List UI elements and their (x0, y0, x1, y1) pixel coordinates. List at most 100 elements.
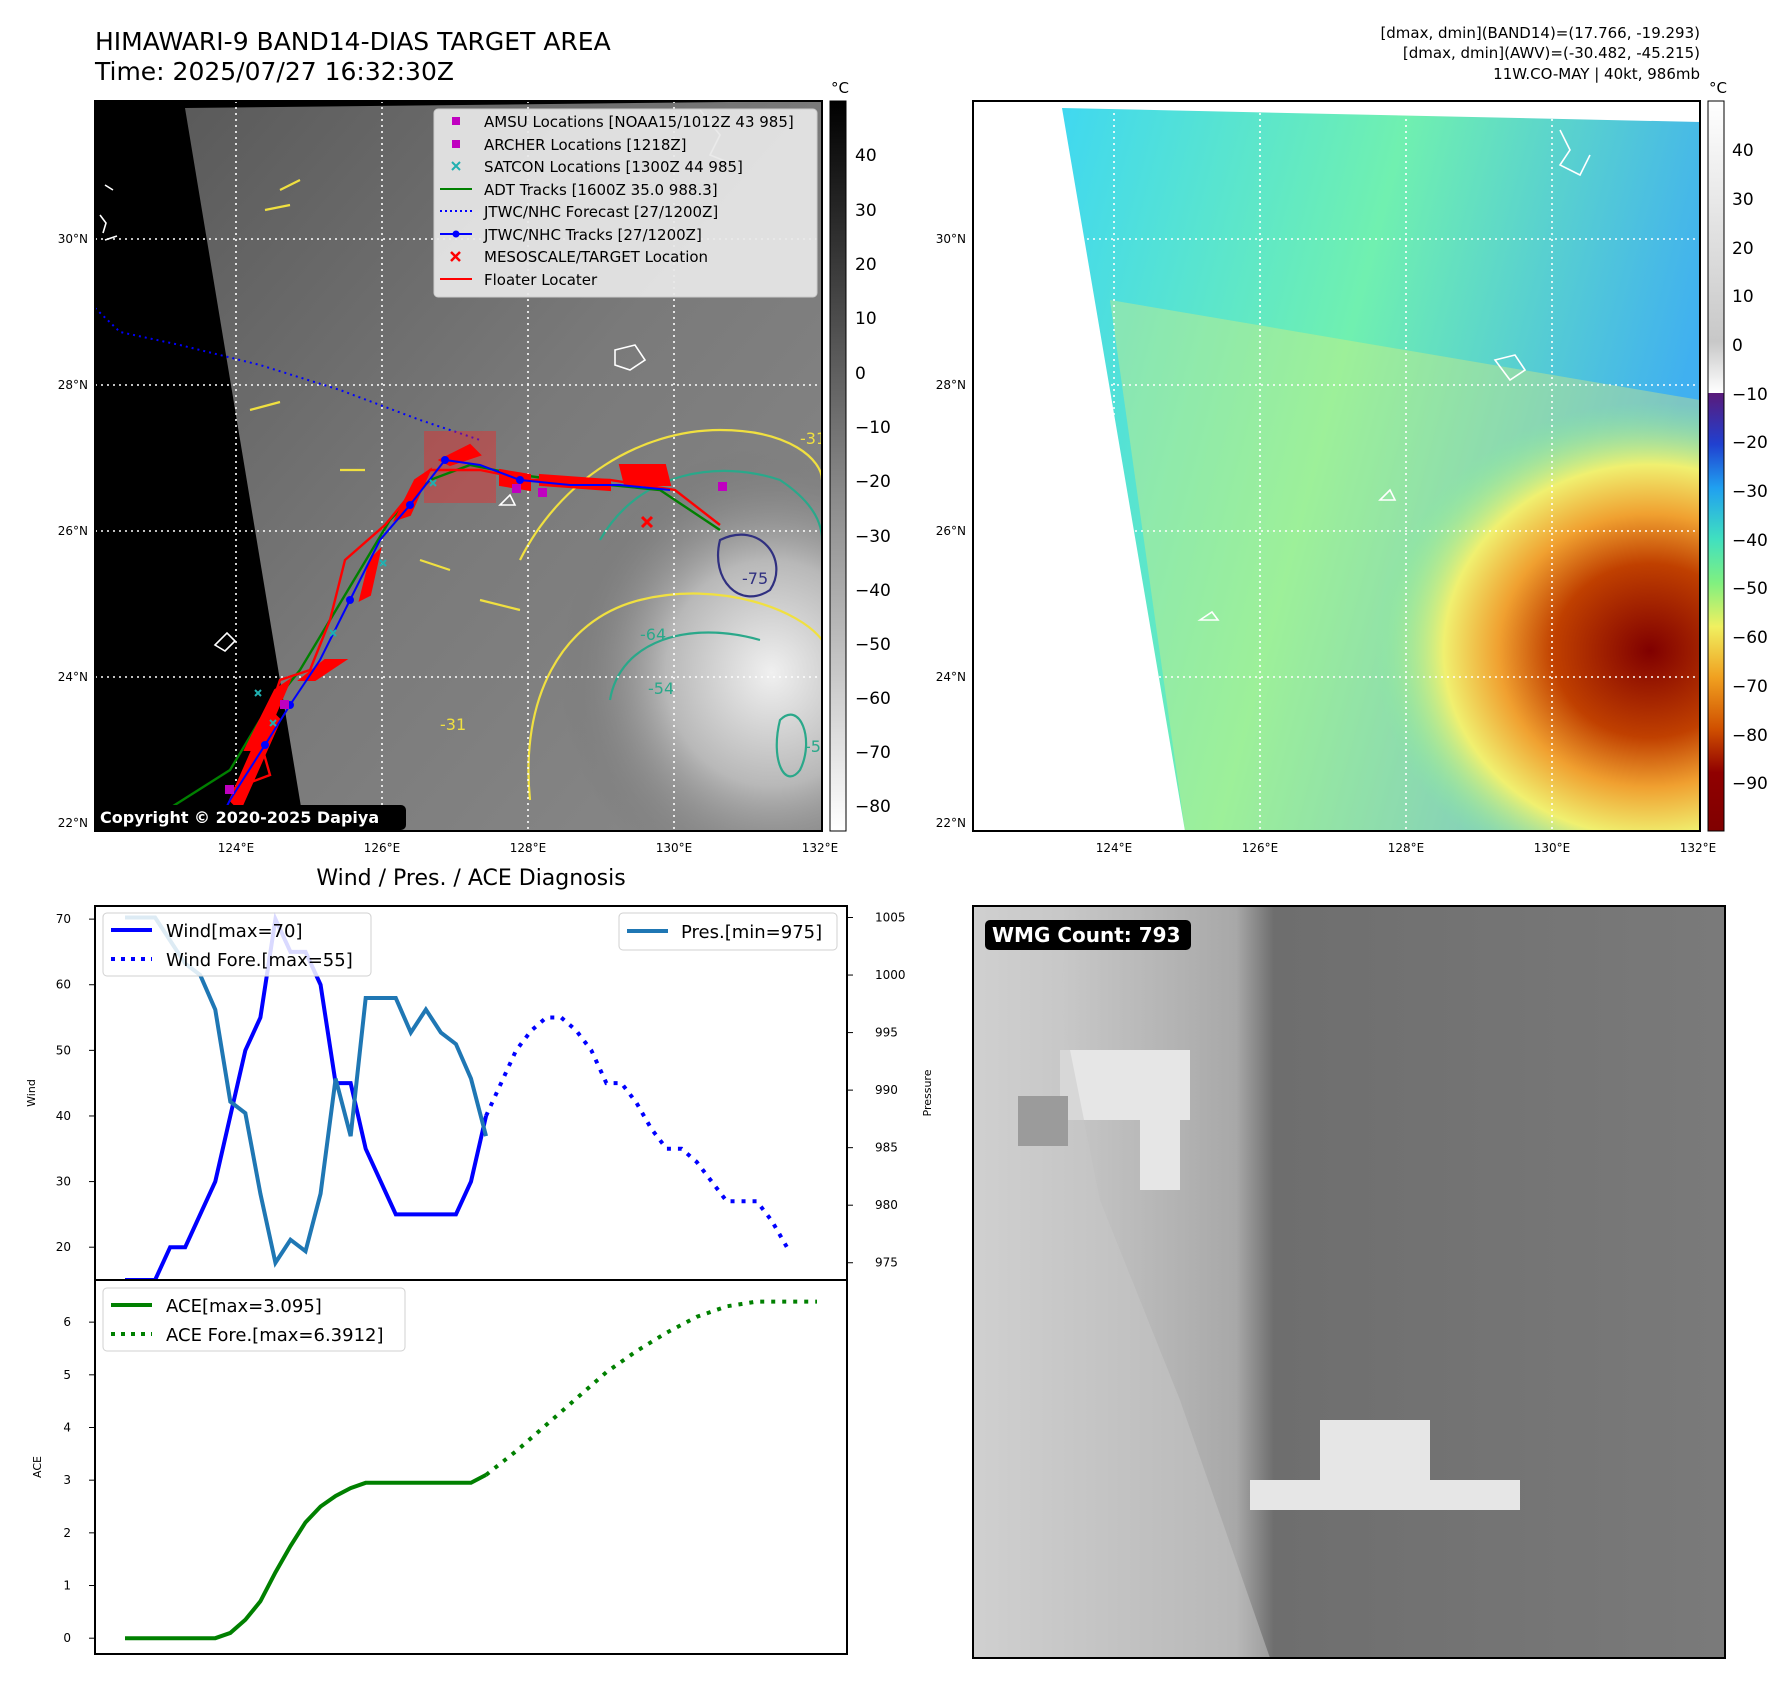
legend-satcon: SATCON Locations [1300Z 44 985] (484, 158, 743, 176)
lon-label: 124°E (1096, 841, 1133, 855)
pressure-tick-label: 985 (875, 1141, 898, 1155)
wind-tick-label: 30 (56, 1175, 71, 1189)
legend-ace: ACE[max=3.095] (166, 1296, 322, 1317)
legend-wind: Wind[max=70] (166, 921, 303, 942)
pressure-tick-label: 980 (875, 1198, 898, 1212)
ace-tick-label: 3 (63, 1473, 71, 1487)
lon-label: 128°E (1388, 841, 1425, 855)
wind-tick-label: 40 (56, 1109, 71, 1123)
wv-colorbar-ticks: 40 30 20 10 0 −10 −20 −30 −40 −50 −60 −7… (1732, 141, 1768, 794)
ir-cb-tick: −60 (855, 689, 891, 709)
lat-label: 24°N (936, 670, 966, 684)
wind-pressure-chart: 20 30 40 50 60 70 975 980 985 990 995 1000 1005 Win… (25, 905, 934, 1281)
ir-cb-tick: 40 (855, 146, 877, 166)
ace-tick-label: 6 (63, 1315, 71, 1329)
pressure-tick-label: 1005 (875, 911, 906, 925)
figure-title-line1: HIMAWARI-9 BAND14-DIAS TARGET AREA (95, 27, 611, 56)
wv-map-panel (973, 101, 1700, 831)
ir-colorbar (829, 100, 847, 832)
info-line2: [dmax, dmin](AWV)=(-30.482, -45.215) (1403, 44, 1700, 62)
legend-floater: Floater Locater (484, 271, 598, 289)
lat-label: 22°N (936, 816, 966, 830)
ir-cb-tick: −80 (855, 797, 891, 817)
wv-map-frame (972, 100, 1701, 832)
wv-colorbar (1707, 100, 1725, 832)
lon-label: 128°E (510, 841, 547, 855)
ir-cb-tick: −70 (855, 743, 891, 763)
contour-label: -54 (648, 679, 674, 698)
wv-cb-tick: 0 (1732, 336, 1743, 356)
pressure-tick-label: 1000 (875, 968, 906, 982)
wind-tick-label: 50 (56, 1043, 71, 1057)
target-location-marker (640, 515, 654, 529)
ace-series-line-1 (484, 1299, 817, 1477)
wv-cb-tick: −10 (1732, 385, 1768, 405)
chart-title: Wind / Pres. / ACE Diagnosis (316, 866, 625, 891)
pressure-tick-label: 990 (875, 1083, 898, 1097)
ir-lat-labels: 30°N 28°N 26°N 24°N 22°N (58, 232, 88, 830)
lat-label: 30°N (58, 232, 88, 246)
lon-label: 126°E (1242, 841, 1279, 855)
lon-label: 124°E (218, 841, 255, 855)
wmg-zoom-panel: WMG Count: 793 (972, 905, 1726, 1659)
lat-label: 28°N (936, 378, 966, 392)
ir-cb-tick: 0 (855, 364, 866, 384)
lon-label: 130°E (656, 841, 693, 855)
wv-cb-tick: 20 (1732, 239, 1754, 259)
ace-series-line-0 (125, 1473, 487, 1641)
ir-cb-tick: −40 (855, 581, 891, 601)
lat-label: 30°N (936, 232, 966, 246)
wind-axis-label: Wind (25, 1079, 38, 1107)
ir-map-legend: AMSU Locations [NOAA15/1012Z 43 985] ARC… (433, 108, 818, 298)
legend-pressure: Pres.[min=975] (681, 922, 822, 943)
ir-colorbar-unit: °C (831, 79, 849, 97)
ace-chart: 0 1 2 3 4 5 6 ACE ACE[max=3.095] ACE Fore.[max… (31, 1279, 848, 1655)
wv-cb-tick: 40 (1732, 141, 1754, 161)
wv-storm-core (1200, 380, 1700, 831)
contour-label: -31 (440, 715, 466, 734)
info-line3: 11W.CO-MAY | 40kt, 986mb (1493, 65, 1700, 83)
ir-colorbar-ticks: 40 30 20 10 0 −10 −20 −30 −40 −50 −60 −7… (855, 146, 891, 817)
lon-label: 132°E (802, 841, 839, 855)
wv-cb-tick: −20 (1732, 433, 1768, 453)
ir-cb-tick: −10 (855, 418, 891, 438)
wv-cb-tick: 30 (1732, 190, 1754, 210)
legend-mesoscale: MESOSCALE/TARGET Location (484, 248, 708, 266)
lat-label: 28°N (58, 378, 88, 392)
ir-lon-labels: 124°E 126°E 128°E 130°E 132°E (218, 841, 839, 855)
wv-cb-tick: −80 (1732, 726, 1768, 746)
wv-cb-tick: −90 (1732, 774, 1768, 794)
contour-label: -54 (805, 737, 831, 756)
lat-label: 22°N (58, 816, 88, 830)
wv-cb-tick: 10 (1732, 287, 1754, 307)
ir-cb-tick: 30 (855, 201, 877, 221)
legend-jtwc-tracks: JTWC/NHC Tracks [27/1200Z] (483, 226, 702, 244)
legend-adt: ADT Tracks [1600Z 35.0 988.3] (484, 181, 718, 199)
legend-ace-forecast: ACE Fore.[max=6.3912] (166, 1325, 384, 1346)
wmg-count-badge: WMG Count: 793 (992, 923, 1181, 947)
ir-cb-tick: −50 (855, 635, 891, 655)
wv-cb-tick: −60 (1732, 628, 1768, 648)
legend-jtwc-forecast: JTWC/NHC Forecast [27/1200Z] (483, 203, 718, 221)
contour-label: -31 (800, 429, 826, 448)
ir-cb-tick: 20 (855, 255, 877, 275)
wind-tick-label: 60 (56, 978, 71, 992)
ace-axis-label: ACE (31, 1456, 44, 1478)
wv-lon-labels: 124°E 126°E 128°E 130°E 132°E (1096, 841, 1717, 855)
ir-cb-tick: 10 (855, 309, 877, 329)
copyright-text: Copyright © 2020-2025 Dapiya (100, 808, 379, 827)
ace-tick-label: 2 (63, 1526, 71, 1540)
ir-cb-tick: −30 (855, 527, 891, 547)
lon-label: 132°E (1680, 841, 1717, 855)
contour-label: -75 (742, 569, 768, 588)
ace-tick-label: 1 (63, 1579, 71, 1593)
pressure-tick-label: 975 (875, 1256, 898, 1270)
lon-label: 130°E (1534, 841, 1571, 855)
ir-cb-tick: −20 (855, 472, 891, 492)
info-line1: [dmax, dmin](BAND14)=(17.766, -19.293) (1380, 24, 1700, 42)
wind-tick-label: 70 (56, 912, 71, 926)
lon-label: 126°E (364, 841, 401, 855)
wind-tick-label: 20 (56, 1240, 71, 1254)
ace-tick-label: 0 (63, 1631, 71, 1645)
jtwc-track (214, 458, 671, 831)
